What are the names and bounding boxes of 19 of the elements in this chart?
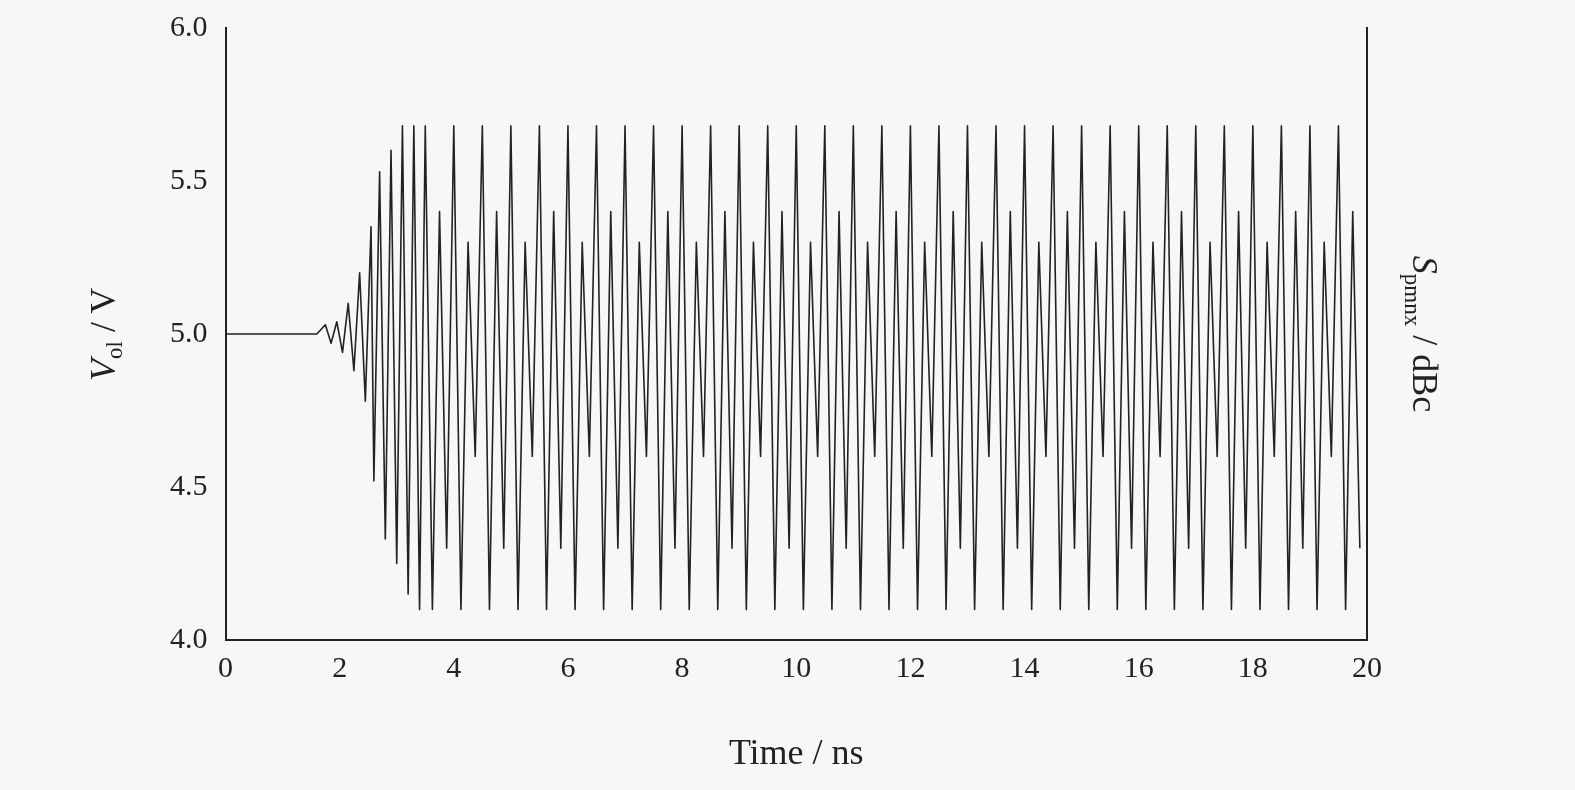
y-tick-label: 4.0 — [170, 620, 208, 654]
x-tick-label: 0 — [218, 649, 233, 683]
x-tick-label: 16 — [1123, 649, 1154, 683]
y2-axis-title: Spmnx / dBc — [1400, 255, 1445, 413]
x-tick-label: 18 — [1237, 649, 1268, 683]
x-tick-label: 8 — [674, 649, 690, 683]
x-tick-label: 4 — [446, 649, 462, 683]
x-tick-label: 20 — [1352, 649, 1382, 683]
y-tick-label: 5.5 — [170, 161, 208, 195]
x-tick-label: 6 — [560, 649, 576, 683]
y-tick-label: 4.5 — [170, 467, 208, 501]
y-tick-label: 6.0 — [170, 8, 208, 42]
x-axis-title: Time / ns — [728, 732, 864, 773]
y-axis-title: Vol / V — [82, 287, 128, 381]
y-tick-label: 5.0 — [170, 314, 208, 348]
x-tick-label: 14 — [1009, 649, 1040, 683]
x-tick-label: 2 — [332, 649, 348, 683]
x-tick-label: 12 — [895, 649, 926, 683]
x-tick-label: 10 — [781, 649, 812, 683]
